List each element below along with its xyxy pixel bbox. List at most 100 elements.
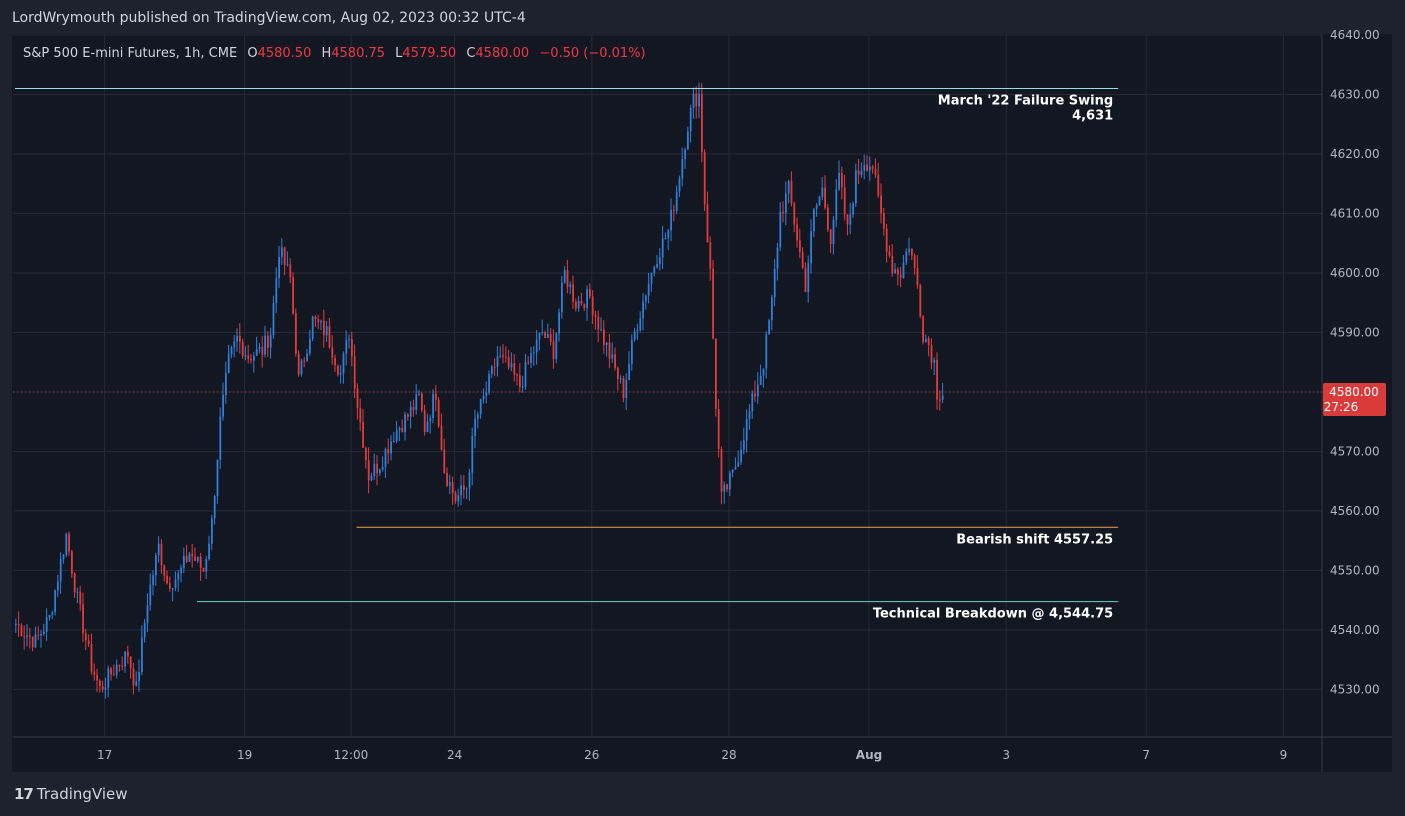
candle-body (275, 278, 278, 304)
candle-body (751, 393, 754, 412)
candle-body (516, 374, 518, 376)
candle-body (829, 229, 832, 245)
candle-body (393, 441, 395, 443)
candle-body (689, 107, 692, 132)
candle-body (163, 565, 166, 576)
candle-body (101, 686, 104, 690)
candle-body (73, 573, 76, 593)
high-label: H (321, 46, 332, 61)
open-value: 4580.50 (257, 46, 312, 61)
candle-body (538, 333, 541, 340)
candle-body (667, 230, 670, 239)
candle-body (533, 352, 535, 354)
candle-body (79, 591, 82, 605)
candle-body (40, 633, 42, 636)
candle-body (754, 393, 756, 397)
candle-body (303, 360, 306, 362)
candle-body (664, 238, 667, 240)
candle-body (720, 449, 723, 492)
candle-body (401, 428, 404, 433)
candle-body (457, 495, 460, 502)
candle-body (188, 553, 191, 562)
candle-body (880, 195, 882, 214)
candle-body (468, 472, 471, 489)
candle-body (23, 636, 26, 638)
candle-body (544, 332, 546, 338)
candle-body (93, 671, 96, 676)
candle-body (423, 410, 426, 433)
candle-body (549, 334, 552, 342)
price-tick-label: 4630.00 (1330, 87, 1380, 101)
candle-body (149, 584, 152, 606)
candle-body (782, 211, 784, 213)
candle-body (625, 380, 628, 399)
tradingview-logo[interactable]: 𝟭𝟳 TradingView (14, 785, 128, 803)
candle-body (253, 355, 255, 361)
candle-body (398, 428, 401, 431)
candle-body (199, 556, 202, 568)
candle-body (191, 553, 194, 557)
candle-body (183, 555, 185, 568)
candle-body (311, 316, 314, 340)
candle-body (141, 637, 143, 673)
candle-body (129, 656, 132, 669)
candle-body (225, 373, 227, 396)
candle-body (482, 395, 485, 400)
candle-body (813, 208, 815, 232)
candle-body (614, 354, 616, 368)
candle-body (603, 329, 605, 345)
candle-body (883, 213, 885, 229)
candle-body (57, 581, 59, 591)
candle-body (575, 301, 577, 309)
symbol-label[interactable]: S&P 500 E-mini Futures, 1h, CME (23, 46, 238, 61)
candle-body (339, 373, 342, 375)
candle-body (796, 224, 798, 241)
candle-body (709, 242, 712, 269)
candle-body (387, 449, 390, 454)
candle-body (827, 207, 829, 230)
candle-body (835, 189, 838, 220)
candle-body (846, 214, 849, 225)
candle-body (933, 359, 936, 363)
candle-body (765, 334, 768, 369)
candle-body (135, 681, 138, 686)
candle-body (810, 231, 812, 264)
candle-body (342, 353, 345, 374)
candle-body (272, 303, 275, 336)
candle-body (824, 187, 826, 208)
chart-legend: S&P 500 E-mini Futures, 1h, CME O4580.50… (23, 46, 646, 61)
candle-body (26, 635, 28, 637)
candle-body (244, 355, 247, 357)
candle-body (325, 326, 328, 336)
candle-body (331, 347, 334, 358)
candle-body (703, 152, 706, 205)
candle-body (233, 341, 236, 348)
level-label: Technical Breakdown @ 4,544.75 (873, 607, 1113, 622)
candle-body (678, 178, 681, 192)
candle-body (661, 238, 664, 258)
candle-body (717, 408, 720, 450)
candle-body (815, 205, 818, 209)
candle-body (110, 668, 112, 675)
candle-body (115, 664, 118, 675)
price-tick-label: 4550.00 (1330, 563, 1380, 577)
candle-body (465, 488, 468, 490)
candle-body (211, 518, 213, 544)
candle-body (642, 301, 644, 319)
candle-body (376, 463, 378, 474)
candle-body (395, 430, 398, 442)
candle-body (104, 687, 107, 690)
candle-body (771, 297, 773, 321)
candle-body (695, 93, 698, 107)
candle-body (605, 342, 608, 345)
time-tick-label: 28 (721, 748, 736, 762)
candle-body (541, 332, 544, 334)
candle-body (216, 459, 219, 497)
candle-body (857, 170, 860, 175)
candle-body (647, 283, 650, 296)
candle-body (90, 643, 93, 672)
candle-body (913, 255, 916, 268)
candles (15, 82, 944, 699)
candle-body (905, 251, 908, 263)
